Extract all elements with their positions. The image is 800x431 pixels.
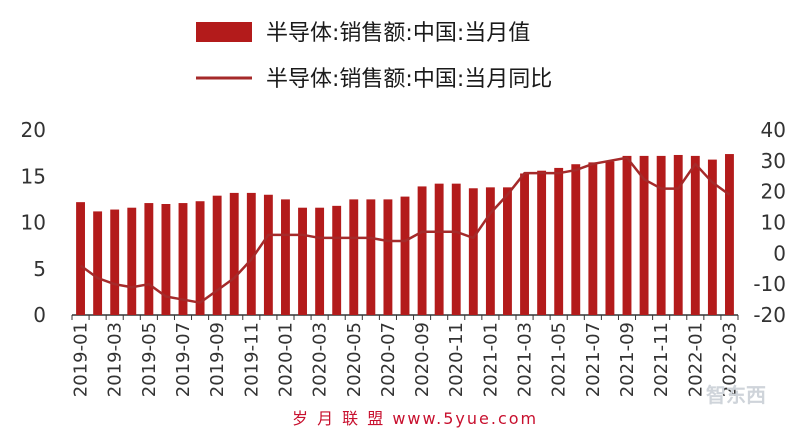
bar: [76, 202, 85, 315]
bar: [690, 155, 700, 315]
right-tick-label: -20: [753, 303, 786, 327]
left-tick-label: 20: [21, 118, 46, 142]
x-tick-label: 2021-03: [515, 322, 536, 397]
x-tick-label: 2019-07: [173, 322, 194, 397]
bar: [229, 192, 239, 315]
bar: [605, 161, 615, 315]
x-tick-label: 2020-03: [310, 322, 331, 397]
x-tick-label: 2021-11: [651, 322, 672, 397]
bar: [127, 207, 137, 315]
x-tick-label: 2019-05: [139, 322, 160, 397]
bar: [485, 187, 495, 315]
bar: [315, 207, 325, 315]
bar: [366, 199, 376, 316]
legend-bar-label: 半导体:销售额:中国:当月值: [266, 21, 530, 46]
right-y-axis-ticks: -20 -10 0 10 20 30 40: [753, 118, 786, 327]
x-tick-label: 2020-05: [344, 322, 365, 397]
bar: [673, 154, 683, 315]
watermark: 岁 月 联 盟 www.5yue.com 智东西: [292, 383, 766, 428]
bar: [707, 159, 717, 315]
legend-line-label: 半导体:销售额:中国:当月同比: [266, 67, 552, 92]
bar: [588, 162, 598, 316]
x-tick-label: 2020-07: [378, 322, 399, 397]
right-tick-label: 40: [761, 118, 786, 142]
bar: [725, 154, 734, 315]
left-tick-label: 5: [33, 257, 46, 281]
bar: [93, 211, 103, 315]
right-tick-label: 20: [761, 180, 786, 204]
right-tick-label: 30: [761, 149, 786, 173]
x-tick-label: 2019-01: [71, 322, 92, 397]
line-series: [79, 156, 731, 304]
bar: [571, 164, 581, 315]
right-tick-label: 10: [761, 211, 786, 235]
right-tick-label: 0: [773, 241, 786, 265]
bar: [263, 194, 273, 315]
bar: [195, 201, 205, 315]
bar: [468, 188, 478, 315]
logo-watermark: 智东西: [706, 383, 766, 407]
bar: [110, 209, 120, 315]
x-tick-label: 2019-09: [207, 322, 228, 397]
bar: [520, 173, 529, 315]
bar: [144, 203, 154, 315]
left-tick-label: 10: [21, 211, 46, 235]
bar: [178, 203, 188, 315]
bar: [281, 199, 290, 316]
bar: [417, 186, 427, 315]
x-tick-label: 2021-01: [480, 322, 501, 397]
x-tick-label: 2022-03: [719, 322, 740, 397]
bar: [503, 187, 512, 315]
bar: [451, 183, 461, 315]
bar: [656, 155, 666, 315]
bar: [332, 205, 342, 315]
bar: [434, 183, 444, 315]
bar: [554, 167, 564, 315]
bar: [212, 195, 222, 315]
x-tick-label: 2020-01: [275, 322, 296, 397]
bar: [622, 155, 632, 315]
x-tick-label: 2019-11: [241, 322, 262, 397]
bar: [161, 204, 171, 315]
yoy-line: [79, 156, 731, 304]
bar: [400, 196, 410, 315]
bar: [537, 170, 547, 315]
bar: [349, 199, 359, 316]
x-tick-label: 2021-05: [549, 322, 570, 397]
left-y-axis-ticks: 0 5 10 15 20: [21, 118, 46, 327]
legend-bar-swatch: [196, 22, 252, 42]
x-tick-label: 2019-03: [105, 322, 126, 397]
x-tick-label: 2021-09: [617, 322, 638, 397]
bar: [639, 155, 649, 315]
right-tick-label: -10: [753, 272, 786, 296]
bar-series: [76, 154, 734, 316]
x-tick-label: 2022-01: [685, 322, 706, 397]
x-tick-label: 2020-09: [412, 322, 433, 397]
x-tick-label: 2020-11: [446, 322, 467, 397]
x-tick-label: 2021-07: [583, 322, 604, 397]
left-tick-label: 15: [21, 164, 46, 188]
bar: [298, 207, 307, 315]
bar: [246, 192, 256, 315]
x-axis-ticks: 2019-01 2019-03 2019-05 2019-07 2019-09 2019-…: [71, 315, 740, 397]
watermark-text: 岁 月 联 盟 www.5yue.com: [292, 409, 538, 428]
bar: [383, 199, 393, 316]
legend: 半导体:销售额:中国:当月值 半导体:销售额:中国:当月同比: [196, 21, 552, 92]
left-tick-label: 0: [33, 303, 46, 327]
